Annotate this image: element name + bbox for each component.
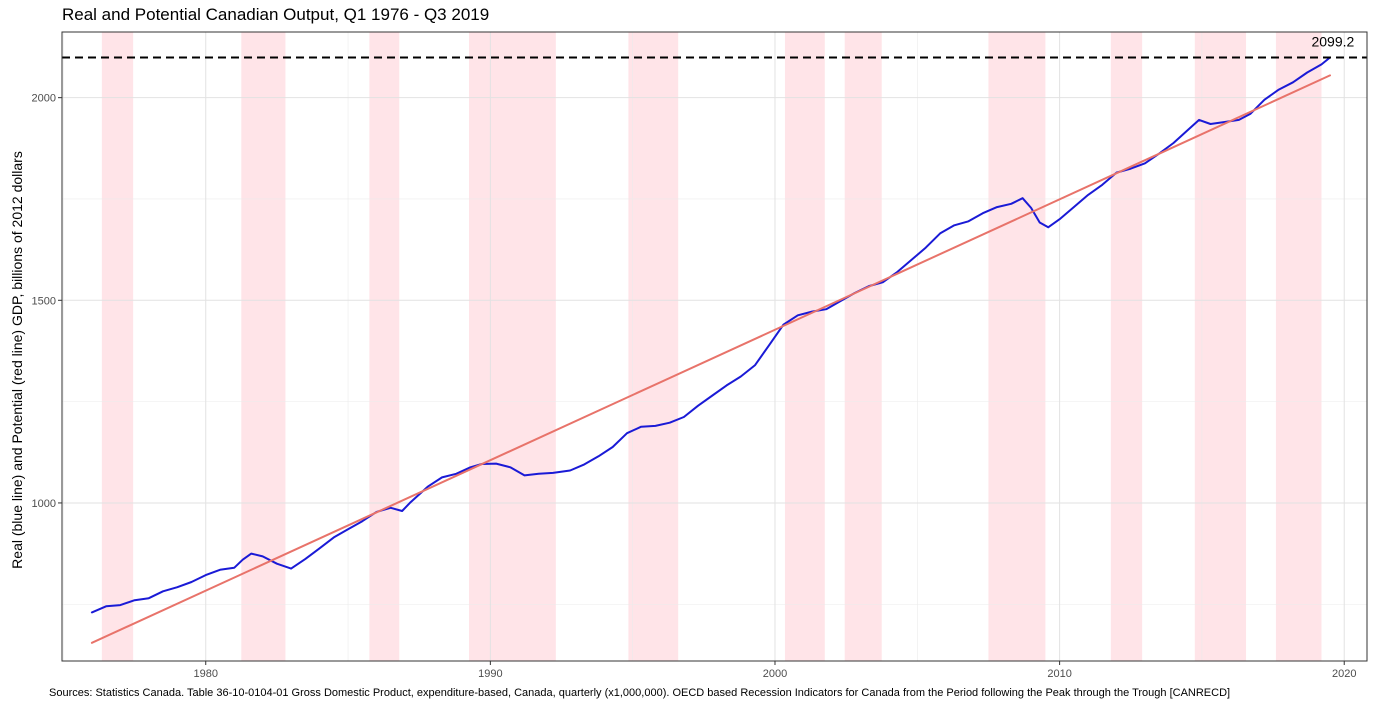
recession-band-6 [844,32,882,661]
peak-label: 2099.2 [1311,33,1354,49]
source-note: Sources: Statistics Canada. Table 36-10-… [49,687,1231,699]
peak-marker: 2099.2 [62,33,1367,59]
recession-band-8 [1110,32,1143,661]
recession-band-3 [469,32,556,661]
recession-band-5 [784,32,825,661]
y-tick-label-1: 1500 [32,295,56,307]
x-tick-label-4: 2020 [1332,668,1356,680]
recession-band-9 [1194,32,1247,661]
y-tick-label-2: 2000 [32,93,56,105]
x-tick-label-3: 2010 [1047,668,1071,680]
grid-lines [62,32,1367,661]
recession-band-4 [628,32,679,661]
series-line-0 [90,56,1331,614]
data-lines [90,56,1331,644]
recession-band-2 [369,32,400,661]
recession-band-1 [241,32,286,661]
recession-band-10 [1275,32,1322,661]
panel-border [61,31,1368,662]
chart-title: Real and Potential Canadian Output, Q1 1… [62,5,490,24]
recession-bands [101,32,1322,661]
recession-band-7 [988,32,1046,661]
x-tick-label-1: 1990 [478,668,502,680]
series-line-1 [90,74,1331,644]
recession-band-0 [101,32,134,661]
x-tick-label-2: 2000 [763,668,787,680]
x-tick-label-0: 1980 [193,668,217,680]
y-tick-label-0: 1000 [32,498,56,510]
axis-ticks: 1980 1990 2000 2010 2020 1000 1500 2000 [32,93,1357,680]
